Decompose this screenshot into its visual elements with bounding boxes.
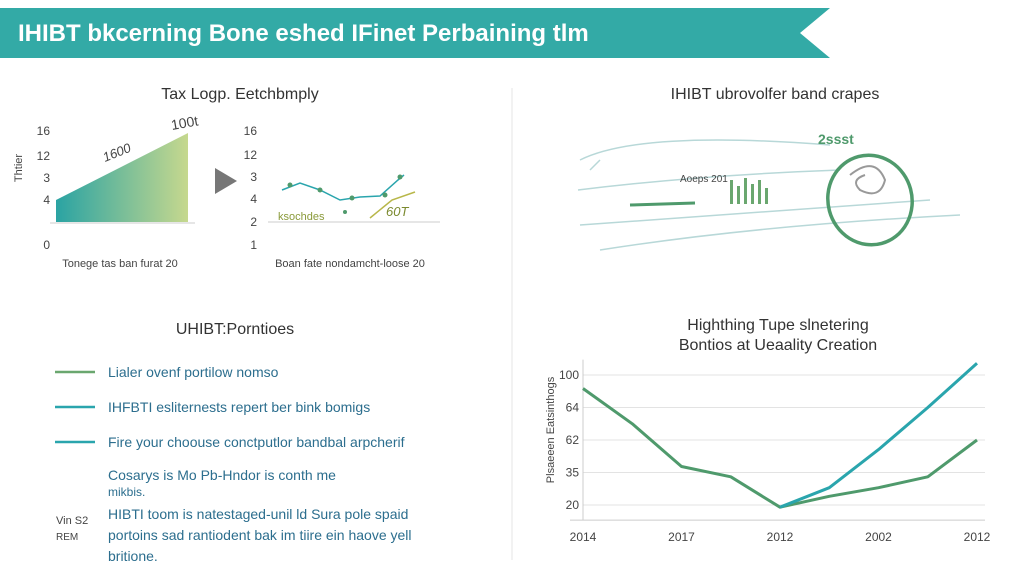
annotation: 1600 — [101, 140, 134, 165]
note: Cosarys is Mo Pb-Hndor is conth me — [108, 467, 336, 483]
tick-label: 2 — [250, 215, 257, 229]
annotation: 60T — [386, 204, 409, 219]
section-title: UHIBT:Porntioes — [176, 321, 294, 338]
side-label: REM — [56, 532, 78, 543]
x-axis-label: Tonege tas ban furat 20 — [62, 258, 178, 270]
tax-ticks: 16 12 3 4 0 — [37, 124, 51, 252]
tick-label: 12 — [37, 149, 51, 163]
tick-label: 3 — [250, 170, 257, 184]
y-tick-label: 100 — [559, 368, 579, 382]
tick-label: 3 — [43, 171, 50, 185]
x-tick-label: 2002 — [865, 530, 892, 544]
note: mikbis. — [108, 485, 145, 499]
y-tick-label: 35 — [566, 466, 580, 480]
line-illustration — [369, 191, 416, 219]
header-title: IHIBT bkcerning Bone eshed IFinet Perbai… — [18, 20, 589, 47]
y-tick-label: 62 — [566, 433, 580, 447]
annotation: Aoeps 201 — [680, 174, 728, 185]
axis-label: Thtier — [13, 154, 25, 182]
swirl — [826, 153, 914, 247]
dots — [287, 174, 403, 214]
annotation: 100t — [170, 112, 200, 133]
tick-label: 12 — [244, 148, 258, 162]
body-line: britione. — [108, 548, 158, 564]
x-tick-label: 2014 — [570, 530, 597, 544]
band-illustration — [577, 139, 961, 251]
area-illustration — [56, 133, 188, 222]
body-line: HIBTI toom is natestaged-unil ld Sura po… — [108, 506, 408, 522]
tick-label: 16 — [244, 124, 258, 138]
tick-label: 4 — [250, 192, 257, 206]
item-text: Fire your choouse conctputlor bandbal ar… — [108, 434, 405, 450]
y-tick-label: 64 — [566, 401, 580, 415]
x-tick-label: 2012 — [767, 530, 794, 544]
side-label: Vin S2 — [56, 515, 88, 527]
tick-label: 4 — [43, 193, 50, 207]
tick-label: 16 — [37, 124, 51, 138]
item-text: Lialer ovenf portilow nomso — [108, 364, 279, 380]
y-tick-label: 20 — [566, 498, 580, 512]
mini-ticks: 16 12 3 4 2 1 — [244, 124, 258, 252]
portfolio-items: Lialer ovenf portilow nomso IHFBTI eslite… — [55, 364, 405, 450]
x-axis-label: Boan fate nondamcht-loose 20 — [275, 258, 425, 270]
y-axis-label: Plsaeeen Eatsinthogs — [545, 376, 557, 483]
series-line — [582, 387, 978, 509]
annotation: 2ssst — [818, 131, 854, 147]
tick-label: 1 — [250, 238, 257, 252]
chart-title: Highthing Tupe slnetering — [687, 317, 868, 334]
panel-title: IHIBT ubrovolfer band crapes — [671, 86, 880, 103]
x-tick-label: 2017 — [668, 530, 695, 544]
body-line: portoins sad rantiodent bak im tiire ein… — [108, 527, 412, 543]
chart-title: Bontios at Ueaality Creation — [679, 337, 877, 354]
panel-title: Tax Logp. Eetchbmply — [161, 86, 318, 103]
header-ribbon — [0, 8, 830, 58]
arrow — [629, 201, 696, 207]
series-line — [779, 362, 979, 509]
line-chart: 20 35 62 64 100 2014 2017 2012 2002 2012 — [559, 359, 991, 544]
bars-illustration — [730, 178, 768, 204]
tick-label: 0 — [43, 238, 50, 252]
item-text: IHFBTI esliternests repert ber bink bomi… — [108, 399, 370, 415]
x-tick-label: 2012 — [964, 530, 991, 544]
annotation: ksochdes — [278, 211, 325, 223]
swirl — [849, 165, 887, 195]
arrow — [215, 168, 237, 194]
